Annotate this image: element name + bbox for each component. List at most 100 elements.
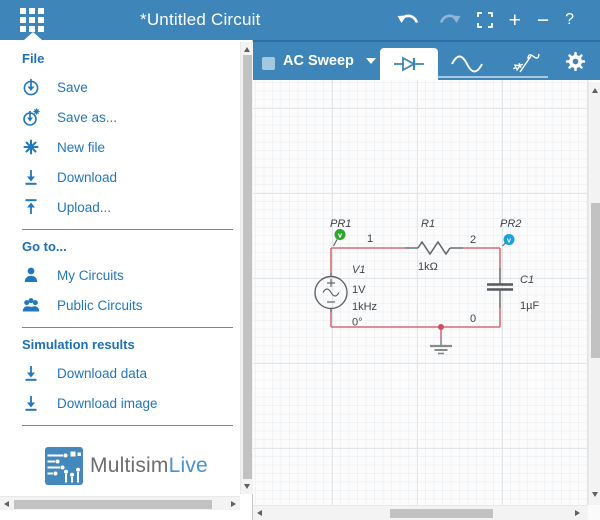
c1-ref-label: C1 xyxy=(520,274,534,286)
probe-type-letter: v xyxy=(507,235,512,244)
menu-item-public-circuits[interactable]: Public Circuits xyxy=(22,290,240,320)
menu-item-download[interactable]: Download xyxy=(22,162,240,192)
scroll-down-arrow-icon[interactable] xyxy=(592,492,598,497)
v1-frequency-label: 1kHz xyxy=(352,301,377,313)
logo-wordmark: MultisimLive xyxy=(90,454,208,478)
menu-item-upload[interactable]: Upload... xyxy=(22,192,240,222)
menu-item-label: Upload... xyxy=(57,199,112,215)
canvas-horizontal-scrollbar[interactable] xyxy=(253,505,588,520)
split-schematic-grapher-icon xyxy=(512,53,540,73)
scroll-left-arrow-icon[interactable] xyxy=(257,510,262,516)
download-icon xyxy=(22,364,40,382)
component-ground[interactable] xyxy=(430,324,452,355)
canvas-vscroll-thumb[interactable] xyxy=(590,203,600,358)
scroll-up-arrow-icon[interactable] xyxy=(592,88,598,93)
section-title-goto: Go to... xyxy=(22,239,67,254)
scroll-left-arrow-icon[interactable] xyxy=(4,500,9,507)
header-actions: + − ? xyxy=(397,0,574,40)
scroll-up-arrow-icon[interactable] xyxy=(244,47,250,52)
component-r1-resistor[interactable]: R1 1kΩ xyxy=(405,218,463,273)
undo-icon[interactable] xyxy=(397,12,421,28)
menu-item-label: Save xyxy=(57,79,88,95)
download-icon xyxy=(22,168,40,186)
upload-icon xyxy=(22,198,40,216)
scrollbar-corner xyxy=(588,505,600,520)
menu-vertical-scrollbar[interactable] xyxy=(240,42,253,494)
component-v1-ac-source[interactable]: V1 1V 1kHz 0° xyxy=(314,264,377,329)
menu-item-save[interactable]: Save xyxy=(22,72,240,102)
tab-schematic[interactable] xyxy=(380,48,438,80)
tab-split-view[interactable] xyxy=(496,48,554,80)
settings-gear-icon[interactable] xyxy=(565,51,586,72)
pr2-ref-label: PR2 xyxy=(500,218,521,230)
zoom-in-icon[interactable]: + xyxy=(508,8,521,32)
app-grid-menu-button[interactable] xyxy=(20,8,46,34)
net-label-0: 0 xyxy=(470,313,476,325)
menu-vscroll-thumb[interactable] xyxy=(243,55,252,479)
analysis-label: AC Sweep xyxy=(283,53,354,69)
diode-icon xyxy=(394,56,424,72)
app-header: *Untitled Circuit + − ? xyxy=(0,0,600,40)
menu-item-my-circuits[interactable]: My Circuits xyxy=(22,260,240,290)
download-icon xyxy=(22,394,40,412)
save-icon xyxy=(22,78,40,96)
menu-divider xyxy=(22,425,233,426)
sim-status-square[interactable] xyxy=(262,57,275,70)
simulation-toolbar: AC Sweep xyxy=(253,40,600,80)
person-icon xyxy=(22,266,40,284)
section-title-file: File xyxy=(22,51,45,66)
menu-item-new-file[interactable]: New file xyxy=(22,132,240,162)
menu-divider xyxy=(22,327,233,328)
multisim-logo-icon xyxy=(45,447,83,485)
r1-value-label: 1kΩ xyxy=(418,261,438,273)
wire[interactable] xyxy=(330,247,501,340)
new-file-icon xyxy=(22,138,40,156)
net-label-1: 1 xyxy=(367,233,373,245)
redo-icon[interactable] xyxy=(437,12,461,28)
file-menu-panel: File Save xyxy=(0,40,253,520)
grid-icon xyxy=(20,8,44,32)
logo-multisim-text: Multisim xyxy=(90,454,169,477)
r1-ref-label: R1 xyxy=(421,218,435,230)
pr1-ref-label: PR1 xyxy=(330,218,351,230)
probe-pr1[interactable]: v PR1 xyxy=(330,218,351,247)
help-icon[interactable]: ? xyxy=(565,11,574,28)
menu-pointer-arrow xyxy=(24,32,42,40)
scroll-down-arrow-icon[interactable] xyxy=(244,484,250,489)
menu-item-label: Save as... xyxy=(57,109,118,125)
probe-pr2[interactable]: v PR2 xyxy=(500,218,521,247)
menu-horizontal-scrollbar[interactable] xyxy=(0,496,240,510)
probe-type-letter: v xyxy=(338,230,343,239)
zoom-out-icon[interactable]: − xyxy=(536,8,550,32)
wire-junction-dot xyxy=(438,324,444,330)
scroll-right-arrow-icon[interactable] xyxy=(575,510,580,516)
menu-divider xyxy=(22,229,233,230)
people-icon xyxy=(22,296,40,314)
v1-ref-label: V1 xyxy=(352,264,365,276)
sine-wave-icon xyxy=(451,55,483,73)
c1-value-label: 1µF xyxy=(520,300,539,312)
v1-voltage-label: 1V xyxy=(352,284,366,296)
view-tab-group xyxy=(380,48,554,80)
v1-phase-label: 0° xyxy=(352,317,363,329)
menu-item-label: Public Circuits xyxy=(57,297,143,313)
component-c1-capacitor[interactable]: C1 1µF xyxy=(487,268,539,312)
tab-bar-underline xyxy=(438,76,548,78)
analysis-selector[interactable]: AC Sweep xyxy=(283,42,376,80)
menu-item-save-as[interactable]: Save as... xyxy=(22,102,240,132)
net-label-2: 2 xyxy=(470,234,476,246)
canvas-vertical-scrollbar[interactable] xyxy=(588,82,600,505)
canvas-hscroll-thumb[interactable] xyxy=(390,509,493,518)
scroll-right-arrow-icon[interactable] xyxy=(231,500,236,507)
menu-item-label: My Circuits xyxy=(57,267,124,283)
menu-item-label: New file xyxy=(57,139,106,155)
menu-hscroll-thumb[interactable] xyxy=(14,499,212,509)
section-title-simulation-results: Simulation results xyxy=(22,337,135,352)
fit-to-screen-icon[interactable] xyxy=(476,12,493,28)
tab-grapher[interactable] xyxy=(438,48,496,80)
save-as-icon xyxy=(22,108,40,126)
menu-item-download-data[interactable]: Download data xyxy=(22,358,240,388)
menu-item-download-image[interactable]: Download image xyxy=(22,388,240,418)
schematic-canvas[interactable]: V1 1V 1kHz 0° R1 1kΩ C1 1µF xyxy=(253,80,588,505)
